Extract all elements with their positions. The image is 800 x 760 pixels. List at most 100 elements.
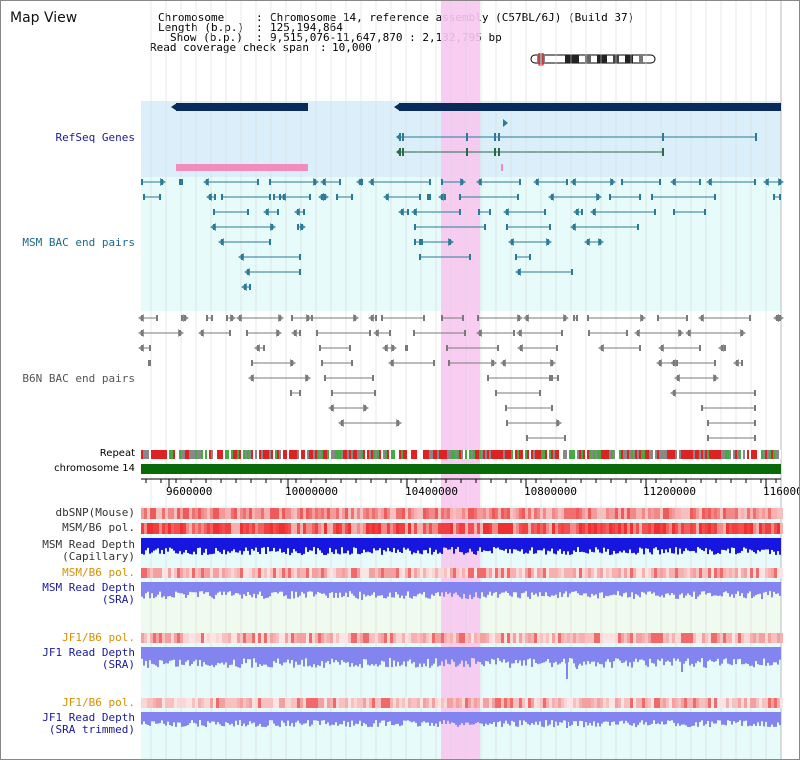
heat-cell [159, 698, 162, 708]
heat-cell [168, 698, 171, 708]
depth-bar [215, 538, 217, 549]
heat-cell [336, 633, 339, 643]
depth-bar [471, 647, 473, 659]
heat-cell [525, 523, 528, 534]
depth-bar [759, 647, 761, 665]
depth-bar [331, 538, 333, 553]
heat-cell [507, 508, 510, 519]
heat-cell [609, 698, 612, 708]
depth-bar [675, 647, 677, 661]
heat-cell [432, 508, 435, 519]
heat-cell [171, 698, 174, 708]
depth-bar [769, 582, 771, 592]
heat-cell [489, 523, 492, 534]
depth-bar [707, 647, 709, 662]
heat-cell [687, 698, 690, 708]
depth-bar [179, 538, 181, 552]
depth-bar [285, 538, 287, 554]
depth-bar [717, 647, 719, 659]
bac-end [714, 360, 716, 366]
heat-cell [579, 698, 582, 708]
repeat-feature [357, 450, 359, 459]
heat-cell [312, 568, 315, 578]
depth-bar [481, 582, 483, 593]
repeat-feature [699, 450, 701, 459]
heat-cell [234, 698, 237, 708]
depth-bar [421, 582, 423, 595]
depth-bar [477, 712, 479, 723]
heat-cell [345, 568, 348, 578]
depth-bar [423, 647, 425, 664]
depth-bar [505, 647, 507, 663]
depth-bar [277, 538, 279, 552]
depth-bar [361, 647, 363, 668]
heat-cell [243, 568, 246, 578]
heat-cell [507, 568, 510, 578]
depth-bar [561, 647, 563, 662]
repeat-feature [153, 450, 155, 459]
depth-bar [611, 712, 613, 722]
heat-cell [405, 633, 408, 643]
heat-cell [684, 698, 687, 708]
heat-cell [333, 568, 336, 578]
depth-bar [381, 647, 383, 661]
depth-bar [213, 712, 215, 722]
heat-cell [381, 568, 384, 578]
depth-bar [177, 582, 179, 593]
repeat-feature [695, 450, 697, 459]
depth-bar [615, 538, 617, 554]
bac-end [549, 375, 551, 381]
depth-bar [609, 582, 611, 596]
heat-cell [696, 633, 699, 643]
depth-bar [501, 712, 503, 727]
depth-bar [727, 712, 729, 721]
depth-bar [141, 647, 143, 659]
depth-bar [619, 712, 621, 722]
repeat-feature [651, 450, 653, 459]
depth-bar [527, 712, 529, 724]
track-label-b6n-bac[interactable]: B6N BAC end pairs [22, 372, 135, 385]
depth-bar [271, 647, 273, 668]
depth-bar [533, 712, 535, 725]
heat-cell [174, 568, 177, 578]
depth-bar [227, 712, 229, 723]
depth-bar [659, 647, 661, 661]
depth-bar [775, 582, 777, 595]
depth-bar [291, 647, 293, 660]
heat-cell [633, 508, 636, 519]
depth-bar [611, 538, 613, 555]
track-label-msm-bac[interactable]: MSM BAC end pairs [22, 236, 135, 249]
heat-cell [489, 633, 492, 643]
bac-end [556, 345, 558, 351]
heat-cell [735, 698, 738, 708]
heat-cell [474, 508, 477, 519]
depth-bar [723, 712, 725, 725]
depth-bar [319, 647, 321, 666]
bac-end [324, 375, 326, 381]
depth-bar [619, 582, 621, 596]
depth-bar [625, 582, 627, 593]
track-label-refseq[interactable]: RefSeq Genes [55, 131, 135, 144]
depth-bar [757, 538, 759, 551]
heat-cell [291, 633, 294, 643]
depth-bar [399, 582, 401, 598]
depth-bar [635, 582, 637, 595]
depth-bar [303, 712, 305, 724]
heat-cell [699, 523, 702, 534]
repeat-feature [367, 450, 369, 459]
heat-cell [294, 633, 297, 643]
depth-bar [319, 712, 321, 725]
heat-cell [717, 568, 720, 578]
heat-cell [774, 508, 777, 519]
heat-cell [501, 633, 504, 643]
bac-end [704, 209, 706, 215]
repeat-feature [633, 450, 635, 459]
heat-cell [759, 508, 762, 519]
depth-bar [673, 647, 675, 659]
heat-cell [462, 523, 465, 534]
depth-bar [325, 712, 327, 725]
repeat-feature [719, 450, 721, 459]
heat-cell [630, 508, 633, 519]
depth-bar [213, 647, 215, 668]
